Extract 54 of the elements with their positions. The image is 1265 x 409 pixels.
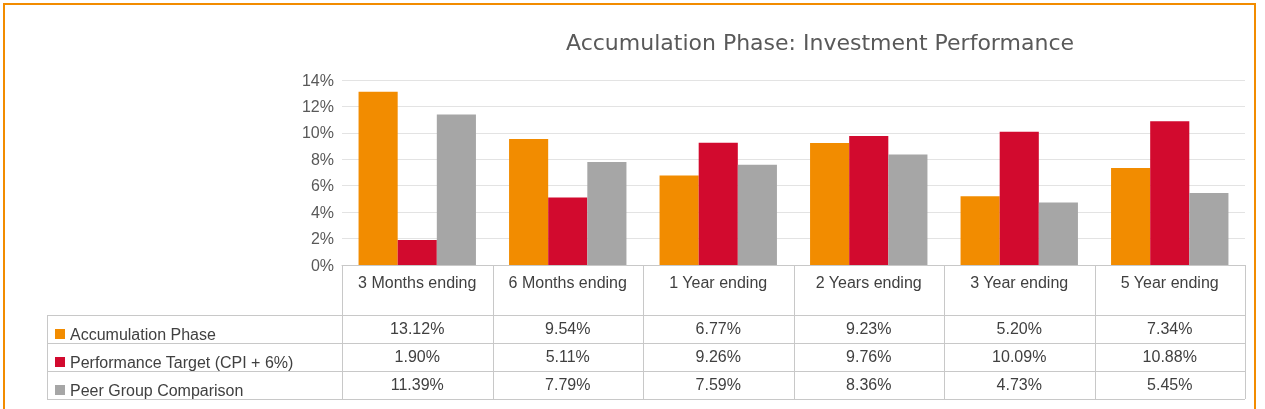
bar: [436, 114, 476, 265]
bar: [509, 138, 549, 265]
y-tick-label: 8%: [310, 150, 334, 168]
y-tick-label: 4%: [310, 203, 334, 221]
bar: [358, 91, 398, 265]
data-label: 4.73%: [995, 375, 1043, 395]
bar: [960, 196, 1000, 265]
y-tick-label: 10%: [301, 124, 334, 142]
bar: [1038, 202, 1078, 265]
bar: [1189, 192, 1229, 265]
y-tick-label: 14%: [301, 71, 334, 89]
bar: [548, 197, 588, 265]
data-label: 7.79%: [544, 375, 592, 395]
x-tick-label: 6 Months ending: [508, 274, 627, 291]
bar: [737, 164, 777, 265]
x-tick-label: 3 Months ending: [358, 274, 477, 291]
x-tick-label: 1 Year ending: [669, 274, 768, 291]
bar: [849, 136, 889, 265]
data-label: 7.34%: [1146, 319, 1194, 339]
data-label: 7.59%: [694, 375, 742, 395]
data-label: 10.88%: [1141, 347, 1198, 367]
data-label: 6.77%: [694, 319, 742, 339]
data-label: 8.36%: [845, 375, 893, 395]
data-label: 5.20%: [995, 319, 1043, 339]
x-tick-label: 2 Years ending: [815, 274, 922, 291]
bar: [397, 239, 437, 265]
bar: [659, 175, 699, 265]
bar: [888, 154, 928, 265]
bar: [1111, 168, 1151, 265]
data-label: 9.26%: [694, 347, 742, 367]
data-label: 1.90%: [393, 347, 441, 367]
x-tick-label: 5 Year ending: [1120, 274, 1219, 291]
data-label: 9.54%: [544, 319, 592, 339]
y-tick-label: 0%: [310, 256, 334, 274]
data-label: 5.45%: [1146, 375, 1194, 395]
legend-label: Accumulation Phase: [70, 325, 216, 343]
data-label: 9.23%: [845, 319, 893, 339]
data-label: 11.39%: [389, 375, 445, 395]
bar: [810, 143, 850, 265]
data-label: 9.76%: [845, 347, 893, 367]
y-tick-label: 6%: [310, 177, 334, 195]
y-tick-label: 2%: [310, 230, 334, 248]
data-label: 5.11%: [544, 347, 591, 367]
bar: [587, 162, 627, 265]
chart-title: Accumulation Phase: Investment Performance: [565, 29, 1075, 55]
x-tick-label: 3 Year ending: [970, 274, 1069, 291]
bar: [1150, 121, 1190, 265]
bar: [999, 131, 1039, 265]
data-label: 13.12%: [389, 319, 446, 339]
bar: [698, 142, 738, 265]
legend-label: Peer Group Comparison: [70, 381, 244, 399]
legend-label: Performance Target (CPI + 6%): [70, 353, 294, 371]
data-label: 10.09%: [991, 347, 1048, 367]
y-tick-label: 12%: [301, 97, 334, 115]
